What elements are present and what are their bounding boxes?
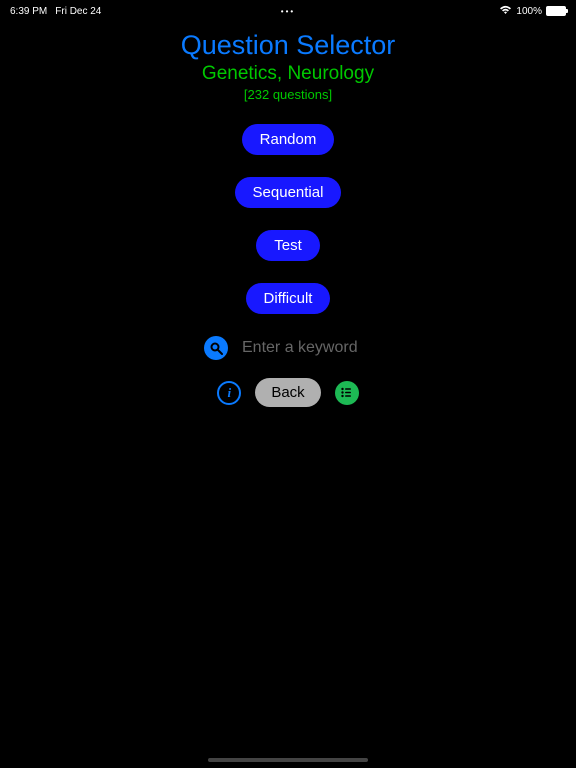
search-input[interactable]	[242, 339, 372, 357]
main-content: Question Selector Genetics, Neurology [2…	[0, 18, 576, 407]
test-button[interactable]: Test	[256, 230, 320, 261]
info-icon[interactable]: i	[217, 381, 241, 405]
bottom-row: i Back	[217, 378, 358, 407]
battery-icon	[546, 6, 566, 16]
wifi-icon	[499, 5, 512, 18]
search-row	[204, 336, 372, 360]
home-indicator[interactable]	[208, 758, 368, 762]
status-bar: 6:39 PM Fri Dec 24 ••• 100%	[0, 0, 576, 18]
status-dots: •••	[281, 7, 295, 16]
difficult-button[interactable]: Difficult	[246, 283, 331, 314]
search-icon[interactable]	[204, 336, 228, 360]
status-time: 6:39 PM	[10, 6, 47, 17]
back-button[interactable]: Back	[255, 378, 320, 407]
status-date: Fri Dec 24	[55, 6, 101, 17]
sequential-button[interactable]: Sequential	[235, 177, 342, 208]
page-title: Question Selector	[181, 30, 396, 61]
random-button[interactable]: Random	[242, 124, 335, 155]
status-right: 100%	[499, 5, 566, 18]
page-subtitle: Genetics, Neurology	[202, 63, 374, 85]
question-count: [232 questions]	[244, 87, 332, 102]
status-left: 6:39 PM Fri Dec 24	[10, 6, 101, 17]
list-icon[interactable]	[335, 381, 359, 405]
battery-percent: 100%	[516, 6, 542, 17]
